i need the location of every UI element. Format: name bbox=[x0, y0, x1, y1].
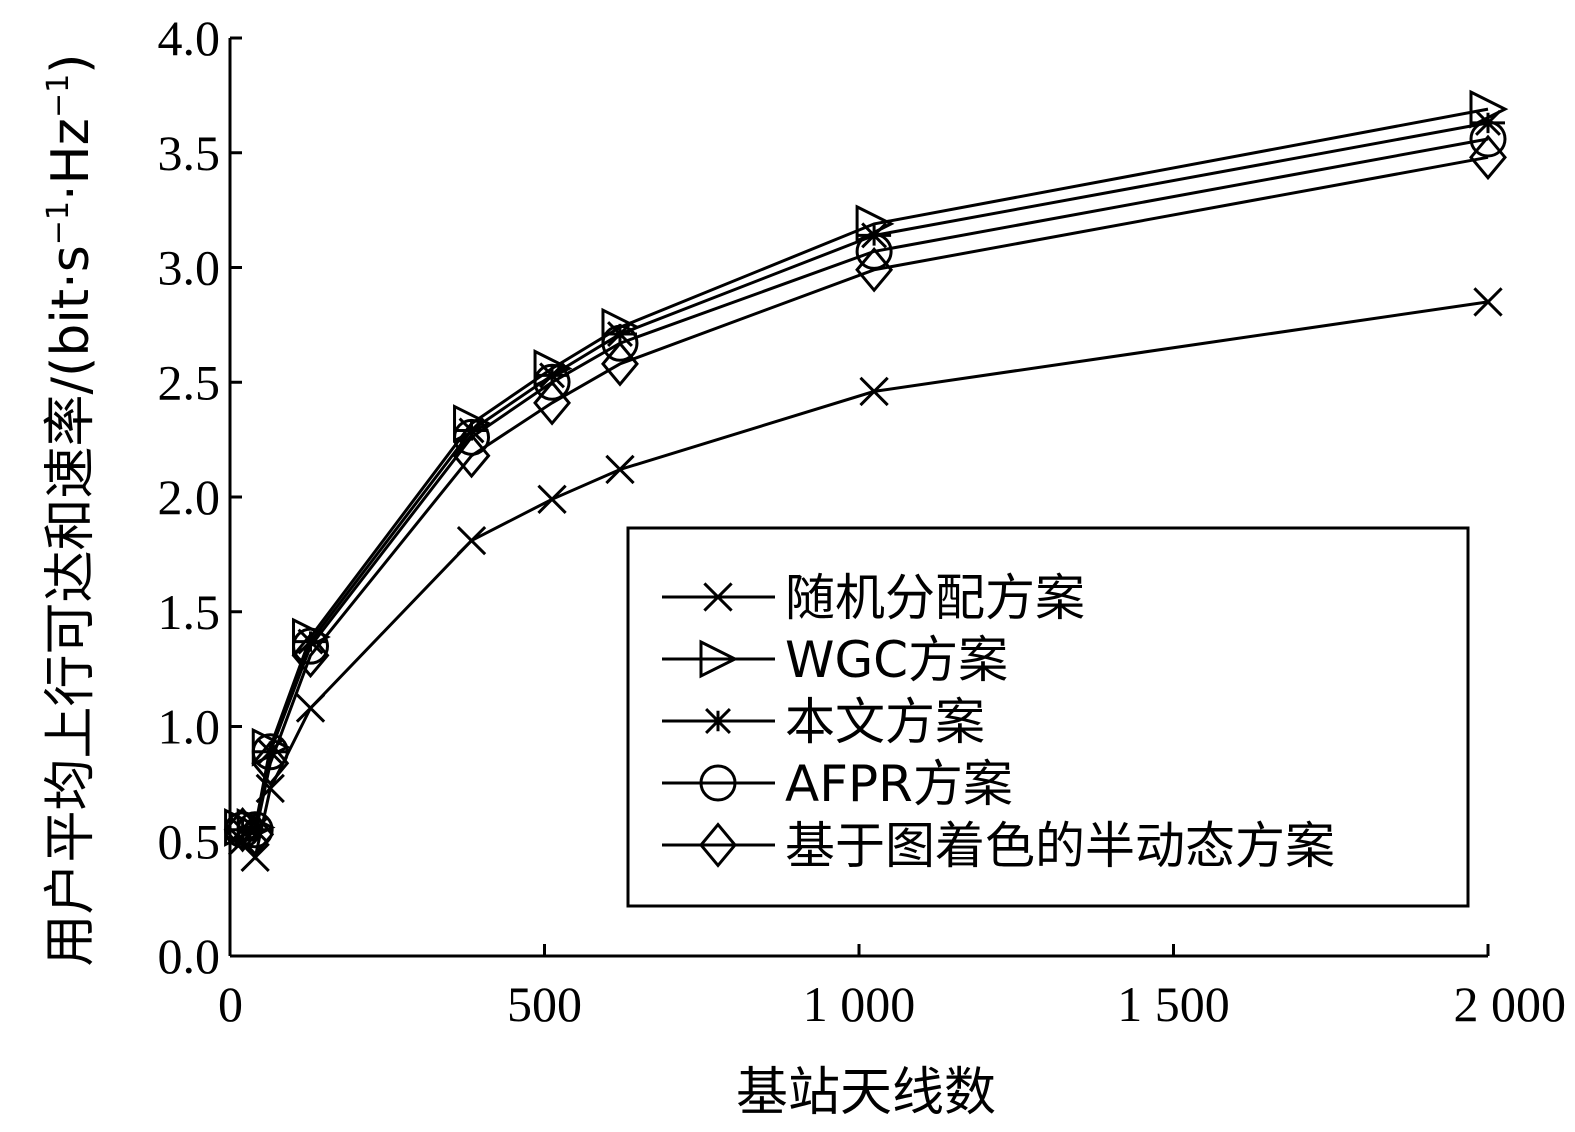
x-tick-label: 1 500 bbox=[1117, 976, 1230, 1032]
data-point bbox=[236, 811, 275, 858]
data-point bbox=[533, 363, 571, 401]
circle-marker-shape bbox=[699, 764, 737, 802]
series-4 bbox=[223, 134, 1507, 858]
legend-label: 随机分配方案 bbox=[785, 569, 1085, 627]
legend-label: AFPR方案 bbox=[785, 755, 1013, 813]
diamond-marker-shape bbox=[291, 632, 330, 679]
y-axis-title-main: 用户平均上行可达和速率/(bit·s bbox=[41, 245, 101, 966]
data-point bbox=[292, 627, 330, 665]
circle-marker-shape bbox=[1469, 120, 1507, 158]
y-tick-label: 1.0 bbox=[158, 699, 221, 755]
data-point bbox=[533, 380, 572, 426]
legend-item: AFPR方案 bbox=[662, 755, 1013, 813]
legend-item: 随机分配方案 bbox=[662, 569, 1085, 627]
y-axis-title-sup2: −1 bbox=[41, 74, 76, 118]
data-point bbox=[295, 693, 326, 723]
x-tick-label: 1 000 bbox=[803, 976, 916, 1032]
diamond-marker-shape bbox=[251, 740, 290, 786]
x-marker-shape bbox=[703, 582, 733, 612]
series-line bbox=[242, 155, 1489, 837]
data-point bbox=[223, 807, 262, 853]
star-marker-shape bbox=[535, 362, 570, 389]
y-tick-label: 1.5 bbox=[158, 584, 221, 640]
legend-marker bbox=[701, 708, 735, 734]
legend-box bbox=[626, 526, 1470, 908]
star-marker-shape bbox=[293, 628, 328, 655]
circle-marker-shape bbox=[601, 324, 639, 362]
diamond-marker-shape bbox=[236, 811, 275, 858]
legend-label: WGC方案 bbox=[785, 631, 1008, 689]
star-marker-shape bbox=[602, 321, 637, 348]
x-marker-shape bbox=[605, 454, 635, 485]
data-point bbox=[456, 525, 487, 556]
legend-marker bbox=[699, 764, 737, 802]
diamond-marker-shape bbox=[601, 341, 639, 387]
data-point bbox=[293, 628, 328, 655]
y-tick-label: 2.0 bbox=[158, 469, 221, 525]
data-point bbox=[601, 324, 639, 362]
triangle-marker-shape bbox=[699, 639, 739, 679]
diamond-marker-shape bbox=[223, 807, 262, 853]
y-tick-label: 2.5 bbox=[158, 354, 221, 410]
circle-marker-shape bbox=[533, 363, 571, 401]
diamond-marker-shape bbox=[533, 380, 572, 426]
axes: 0.0 0.5 1.0 1.5 2.0 2.5 3.0 3.5 4.0 0 500 1 000 1 50… bbox=[158, 10, 1567, 1032]
legend-marker bbox=[699, 822, 737, 868]
data-point bbox=[452, 432, 491, 479]
diamond-marker-shape bbox=[699, 822, 737, 868]
series-layer bbox=[223, 89, 1509, 872]
star-marker-shape bbox=[454, 417, 489, 444]
y-axis-title-end: ) bbox=[41, 54, 101, 74]
data-point bbox=[537, 484, 567, 514]
legend-item: WGC方案 bbox=[662, 631, 1008, 689]
x-axis-title: 基站天线数 bbox=[736, 1063, 996, 1123]
legend-label: 基于图着色的半动态方案 bbox=[785, 817, 1335, 875]
y-tick-label: 3.0 bbox=[158, 240, 221, 296]
data-point bbox=[454, 417, 489, 444]
y-axis-title: 用户平均上行可达和速率/(bit·s−1·Hz−1) bbox=[41, 54, 101, 967]
x-tick-label: 2 000 bbox=[1454, 976, 1567, 1032]
data-point bbox=[855, 247, 894, 293]
x-marker-shape bbox=[456, 525, 487, 556]
x-tick-label: 0 bbox=[218, 976, 243, 1032]
diamond-marker-shape bbox=[452, 432, 491, 479]
x-marker-shape bbox=[295, 693, 326, 723]
x-marker-shape bbox=[1473, 287, 1503, 317]
x-marker-shape bbox=[859, 376, 889, 407]
y-axis-title-sup1: −1 bbox=[41, 201, 76, 245]
y-tick-label: 3.5 bbox=[158, 125, 221, 181]
data-point bbox=[291, 632, 330, 679]
data-point bbox=[1469, 134, 1507, 181]
y-axis-title-mid: ·Hz bbox=[41, 118, 101, 201]
data-point bbox=[535, 362, 570, 389]
legend-item: 基于图着色的半动态方案 bbox=[662, 817, 1335, 875]
legend-marker bbox=[699, 639, 739, 679]
data-point bbox=[859, 376, 889, 407]
data-point bbox=[602, 321, 637, 348]
legend-marker bbox=[703, 582, 733, 612]
data-point bbox=[601, 341, 639, 387]
star-marker-shape bbox=[701, 708, 735, 734]
y-tick-label: 0.0 bbox=[158, 928, 221, 984]
data-point bbox=[605, 454, 635, 485]
circle-marker-shape bbox=[292, 627, 330, 665]
y-tick-label: 0.5 bbox=[158, 813, 221, 869]
data-point bbox=[1469, 120, 1507, 158]
data-point bbox=[251, 740, 290, 786]
x-tick-label: 500 bbox=[507, 976, 582, 1032]
legend-label: 本文方案 bbox=[785, 693, 985, 751]
diamond-marker-shape bbox=[1469, 134, 1507, 181]
x-marker-shape bbox=[537, 484, 567, 514]
y-tick-label: 4.0 bbox=[158, 10, 221, 66]
legend-item: 本文方案 bbox=[662, 693, 985, 751]
diamond-marker-shape bbox=[855, 247, 894, 293]
data-point bbox=[1473, 287, 1503, 317]
